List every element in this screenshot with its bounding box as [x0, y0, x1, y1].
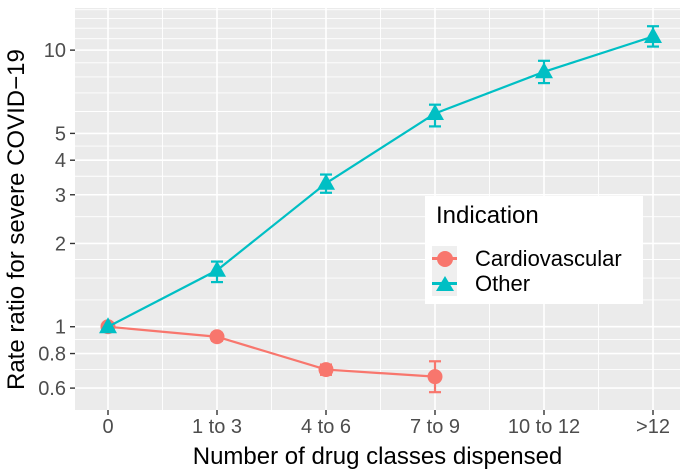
- y-axis-tick-label: 5: [55, 123, 66, 145]
- data-point-other-3: [426, 104, 444, 121]
- y-axis-tick-label: 2: [55, 233, 66, 255]
- x-axis-tick-label: 10 to 12: [508, 416, 580, 438]
- series-line-other: [107, 35, 654, 328]
- y-axis-tick-label: 4: [55, 150, 66, 172]
- y-axis-tick-label: 10: [44, 40, 66, 62]
- data-point-cardiovascular-1: [209, 329, 225, 345]
- series-line-cardiovascular: [107, 325, 436, 378]
- circle-marker-icon: [436, 250, 453, 267]
- legend-key: [432, 271, 457, 296]
- legend-label: Other: [475, 271, 531, 296]
- x-axis-tick-label: 1 to 3: [192, 416, 242, 438]
- x-axis-tick-label: >12: [636, 416, 670, 438]
- legend-key: [432, 246, 457, 271]
- data-point-other-0: [99, 317, 117, 334]
- legend-label: Cardiovascular: [475, 246, 622, 271]
- x-axis-tick-label: 0: [102, 416, 113, 438]
- x-axis-tick-label: 7 to 9: [410, 416, 460, 438]
- legend-title: Indication: [436, 202, 539, 229]
- x-axis-title: Number of drug classes dispensed: [192, 443, 563, 470]
- data-point-other-2: [317, 173, 335, 190]
- legend-item-cardiovascular: Cardiovascular: [432, 246, 622, 271]
- triangle-marker-icon: [435, 276, 454, 291]
- data-point-cardiovascular-3: [427, 369, 443, 385]
- x-axis-tick-label: 4 to 6: [301, 416, 351, 438]
- data-point-other-1: [208, 260, 226, 277]
- y-axis-tick-label: 1: [55, 317, 66, 339]
- y-axis-tick-label: 0.6: [38, 378, 66, 400]
- data-point-cardiovascular-2: [318, 362, 334, 378]
- data-point-other-4: [535, 62, 553, 79]
- data-point-other-5: [644, 27, 662, 44]
- y-axis-title: Rate ratio for severe COVID−19: [3, 49, 30, 391]
- y-axis-tick-label: 0.8: [38, 344, 66, 366]
- y-axis-tick-label: 3: [55, 185, 66, 207]
- legend-item-other: Other: [432, 271, 530, 296]
- legend: Indication Cardiovascular Other: [425, 196, 643, 304]
